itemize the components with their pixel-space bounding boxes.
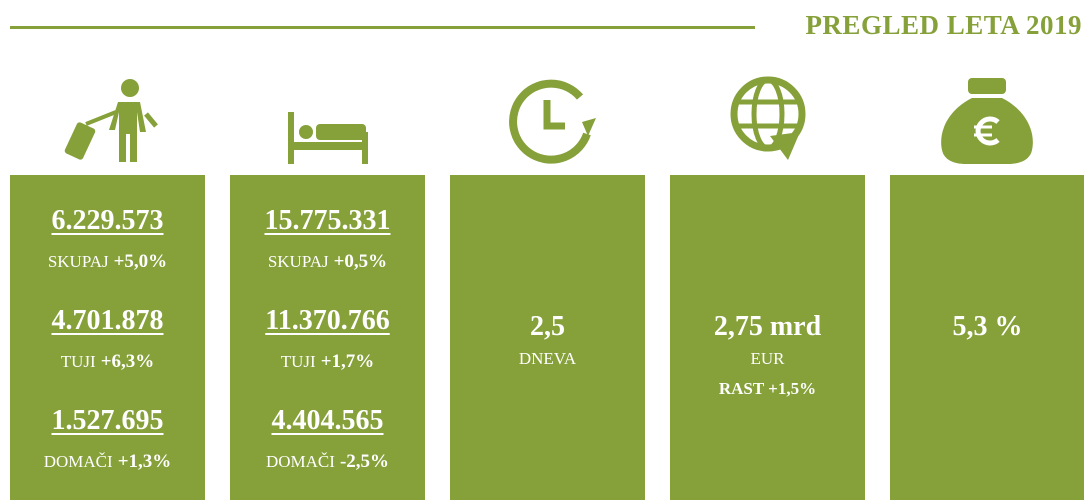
stat-value: 15.775.331	[264, 205, 391, 236]
stat-label-text: DOMAČI	[43, 452, 113, 471]
stat-label: DOMAČI -2,5%	[230, 451, 425, 473]
stat-value: 6.229.573	[51, 205, 164, 236]
stat-change: +0,5%	[333, 251, 388, 272]
stat-box: 5,3 %	[890, 175, 1084, 500]
stat-value: 4.404.565	[271, 405, 384, 436]
traveler-icon	[64, 79, 158, 162]
stat-label: TUJI +6,3%	[10, 351, 205, 373]
money-bag-icon	[941, 78, 1033, 164]
header-title: PREGLED LETA 2019	[805, 10, 1082, 40]
stat-value: 1.527.695	[51, 405, 164, 436]
stat-note: RAST +1,5%	[718, 379, 817, 398]
stat-label: SKUPAJ +5,0%	[10, 251, 205, 273]
header-rule	[10, 26, 755, 29]
stat-change: +6,3%	[100, 351, 155, 372]
stat-label-text: TUJI	[280, 352, 316, 371]
stat-box: 2,5 DNEVA	[450, 175, 645, 500]
stat-label-text: TUJI	[60, 352, 96, 371]
stat-unit: DNEVA	[518, 349, 577, 368]
stat-box: 15.775.331 SKUPAJ +0,5% 11.370.766 TUJI +1,7%…	[230, 175, 425, 500]
stat-label-text: SKUPAJ	[47, 252, 109, 271]
stat-change: +5,0%	[113, 251, 168, 272]
stat-change: +1,3%	[117, 451, 172, 472]
stat-label-text: DOMAČI	[265, 452, 335, 471]
stat-value: 2,75 mrd	[713, 311, 822, 342]
stat-label: TUJI +1,7%	[230, 351, 425, 373]
stat-box: 6.229.573 SKUPAJ +5,0% 4.701.878 TUJI +6,3% 1.…	[10, 175, 205, 500]
stat-value: 11.370.766	[265, 305, 390, 336]
stat-label: DOMAČI +1,3%	[10, 451, 205, 473]
stat-change: -2,5%	[339, 451, 390, 472]
globe-icon	[730, 76, 806, 160]
stat-value: 5,3 %	[952, 311, 1023, 342]
stat-value: 4.701.878	[51, 305, 164, 336]
stat-unit: EUR	[750, 349, 785, 368]
stat-label: SKUPAJ +0,5%	[230, 251, 425, 273]
stat-label-text: SKUPAJ	[267, 252, 329, 271]
stat-box: 2,75 mrd EUR RAST +1,5%	[670, 175, 865, 500]
stat-change: +1,7%	[320, 351, 375, 372]
clock-icon	[509, 79, 596, 164]
stat-value: 2,5	[530, 311, 565, 342]
bed-icon	[288, 112, 368, 164]
